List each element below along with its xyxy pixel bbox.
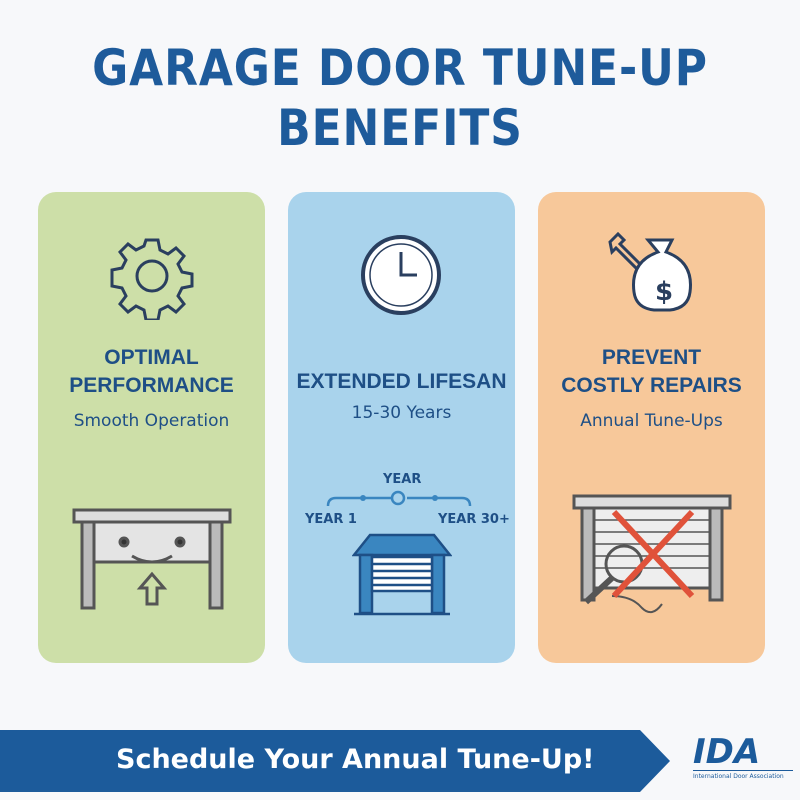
card-prevent-repairs: $ PREVENT COSTLY REPAIRS Annual Tune-Ups [538, 192, 765, 663]
smiling-garage-door-icon [72, 508, 232, 610]
logo-tagline: International Door Association [693, 770, 793, 781]
timeline-icon [326, 490, 472, 507]
card-optimal-performance: OPTIMAL PERFORMANCE Smooth Operation [38, 192, 265, 663]
page-title-line1: GARAGE DOOR TUNE-UP [92, 39, 708, 97]
timeline-start-label: YEAR 1 [305, 512, 357, 527]
timeline-mid-label: YEAR [383, 472, 422, 487]
card-heading: EXTENDED LIFESAN [296, 370, 507, 393]
timeline-end-label: YEAR 30+ [438, 512, 510, 527]
gear-icon [110, 238, 194, 320]
dollar-sign-icon: $ [655, 277, 673, 307]
card-subtitle: Smooth Operation [73, 411, 230, 431]
ida-logo: IDA International Door Association [693, 734, 793, 784]
card-heading-line2: COSTLY REPAIRS [561, 374, 742, 397]
card-subtitle: 15-30 Years [351, 403, 452, 423]
card-heading-line1: PREVENT [601, 346, 702, 369]
card-subtitle: Annual Tune-Ups [580, 411, 723, 431]
clock-icon [361, 235, 441, 315]
schedule-banner[interactable]: Schedule Your Annual Tune-Up! [0, 730, 670, 792]
banner-text: Schedule Your Annual Tune-Up! [116, 744, 595, 775]
card-heading-line2: PERFORMANCE [69, 374, 234, 397]
broken-garage-repair-icon [572, 494, 732, 614]
garage-icon [352, 533, 452, 616]
page-title-line2: BENEFITS [277, 99, 523, 157]
logo-text: IDA [693, 732, 761, 772]
card-extended-lifespan: EXTENDED LIFESAN 15-30 Years YEAR YEAR 1… [288, 192, 515, 663]
card-heading-line1: OPTIMAL [104, 346, 199, 369]
money-bag-wrench-icon: $ [608, 231, 692, 312]
